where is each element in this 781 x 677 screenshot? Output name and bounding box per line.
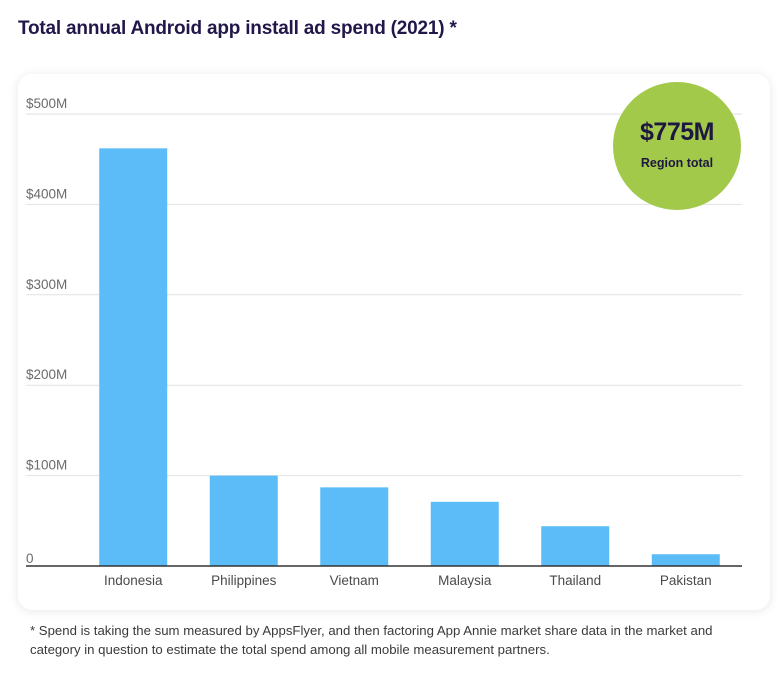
x-tick-label: Malaysia	[438, 573, 492, 588]
region-total-label: Region total	[640, 156, 714, 170]
x-tick-label: Indonesia	[104, 573, 163, 588]
footnote: * Spend is taking the sum measured by Ap…	[30, 623, 713, 657]
bar-pakistan	[651, 554, 720, 566]
y-tick-label: $500M	[26, 96, 67, 111]
x-tick-label: Pakistan	[660, 573, 712, 588]
chart-title: Total annual Android app install ad spen…	[18, 18, 457, 39]
y-tick-label: $300M	[26, 277, 67, 292]
bar-malaysia	[430, 501, 499, 566]
bar-indonesia	[99, 148, 168, 567]
bar-vietnam	[320, 487, 389, 566]
y-tick-label: $400M	[26, 186, 67, 201]
bar-philippines	[209, 475, 278, 566]
region-total-badge: $775M Region total	[613, 82, 741, 210]
x-tick-label: Vietnam	[330, 573, 379, 588]
bar-thailand	[541, 526, 610, 566]
region-total-value: $775M	[640, 118, 714, 146]
x-tick-label: Thailand	[549, 573, 601, 588]
y-tick-label: 0	[26, 551, 34, 566]
y-tick-label: $200M	[26, 367, 67, 382]
bars	[99, 148, 720, 567]
x-axis-tick-labels: Indonesia Philippines Vietnam Malaysia Thail…	[104, 573, 712, 588]
y-axis-tick-labels: 0 $100M $200M $300M $400M $500M	[26, 96, 67, 566]
x-tick-label: Philippines	[211, 573, 277, 588]
y-tick-label: $100M	[26, 458, 67, 473]
